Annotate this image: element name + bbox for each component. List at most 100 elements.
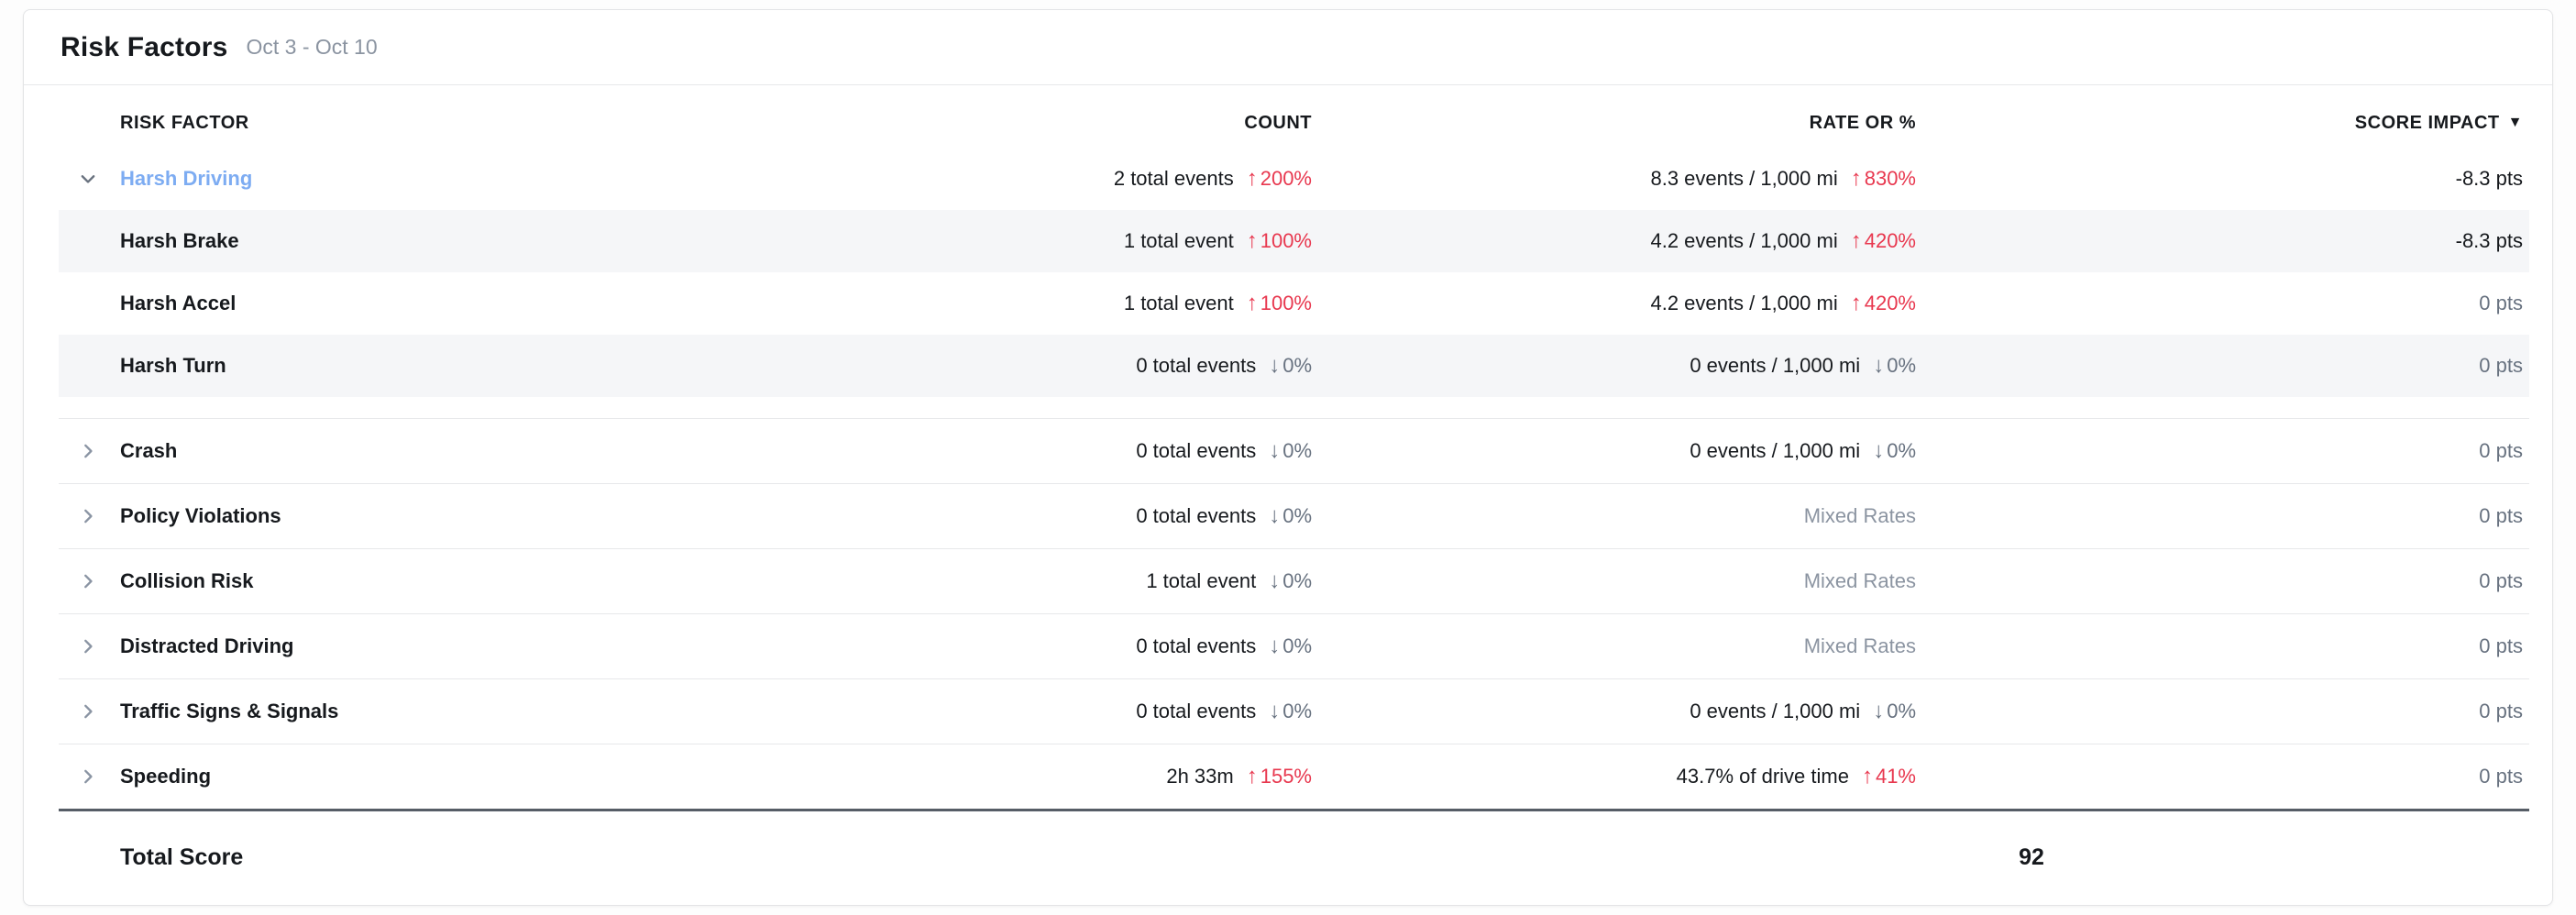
chevron-right-icon[interactable] [78,701,98,722]
table-row-collision-risk[interactable]: Collision Risk 1 total event ↓ 0% Mixed Rate… [59,548,2529,613]
chevron-right-icon[interactable] [78,766,98,787]
count-value: 0 total events [1136,504,1257,527]
trend-down: ↓ 0% [1269,634,1312,658]
total-score-label: Total Score [120,844,244,870]
column-header-count[interactable]: COUNT [1244,112,1312,133]
chevron-cell[interactable] [59,636,120,656]
date-range: Oct 3 - Oct 10 [246,35,378,59]
count-cell: 2 total events ↑ 200% [927,167,1312,191]
table-row-traffic-signs-signals[interactable]: Traffic Signs & Signals 0 total events ↓ 0%… [59,678,2529,744]
chevron-down-icon[interactable] [78,169,98,189]
column-header-rate[interactable]: RATE OR % [1809,112,1916,133]
table-row-distracted-driving[interactable]: Distracted Driving 0 total events ↓ 0% Mixed… [59,613,2529,678]
column-header-score-impact[interactable]: SCORE IMPACT ▼ [1916,113,2523,134]
rate-cell: 0 events / 1,000 mi ↓ 0% [1312,439,1916,463]
trend-value: 200% [1260,167,1312,190]
column-header-risk-factor[interactable]: RISK FACTOR [120,112,249,133]
trend-up-icon: ↑ [1246,291,1258,315]
risk-factor-label: Harsh Turn [120,354,226,377]
chevron-right-icon[interactable] [78,636,98,656]
trend-value: 155% [1260,765,1312,788]
risk-factor-label: Distracted Driving [120,634,294,657]
trend-down-icon: ↓ [1269,503,1281,528]
sort-desc-icon: ▼ [2507,115,2523,130]
count-cell: 2h 33m ↑ 155% [927,765,1312,788]
trend-down: ↓ 0% [1873,700,1916,723]
count-value: 0 total events [1136,439,1257,462]
risk-factor-label: Speeding [120,765,212,788]
score-value: 0 pts [2479,439,2523,462]
score-cell: -8.3 pts [1916,229,2523,253]
trend-value: 830% [1864,167,1916,190]
rate-value: Mixed Rates [1803,504,1916,527]
trend-up: ↑ 830% [1851,167,1916,191]
score-value: 0 pts [2479,569,2523,592]
trend-value: 100% [1260,229,1312,252]
rate-cell: 4.2 events / 1,000 mi ↑ 420% [1312,292,1916,315]
count-cell: 1 total event ↑ 100% [927,292,1312,315]
trend-value: 0% [1887,354,1916,377]
rate-cell: 0 events / 1,000 mi ↓ 0% [1312,700,1916,723]
score-cell: 0 pts [1916,292,2523,315]
trend-up: ↑ 200% [1247,167,1312,191]
trend-up: ↑ 155% [1247,765,1312,788]
trend-down: ↓ 0% [1269,569,1312,593]
trend-value: 420% [1864,292,1916,314]
table-header-row: RISK FACTOR COUNT RATE OR % SCORE IMPACT… [59,85,2529,148]
column-header-score-impact-label: SCORE IMPACT [2354,112,2500,133]
trend-down-icon: ↓ [1269,699,1281,723]
chevron-cell[interactable] [59,766,120,787]
chevron-cell[interactable] [59,506,120,526]
score-cell: 0 pts [1916,569,2523,593]
trend-up-icon: ↑ [1850,166,1862,191]
table-row-harsh-turn[interactable]: Harsh Turn 0 total events ↓ 0% 0 events / 1,… [59,335,2529,397]
score-value: -8.3 pts [2455,229,2523,252]
chevron-cell[interactable] [59,169,120,189]
count-value: 0 total events [1136,700,1257,722]
risk-factor-label: Harsh Accel [120,292,237,314]
score-cell: 0 pts [1916,504,2523,528]
trend-up-icon: ↑ [1850,228,1862,253]
trend-value: 0% [1282,569,1312,592]
chevron-cell[interactable] [59,571,120,591]
trend-value: 0% [1282,504,1312,527]
trend-value: 0% [1282,439,1312,462]
count-cell: 0 total events ↓ 0% [927,354,1312,378]
trend-down: ↓ 0% [1269,354,1312,378]
table-row-policy-violations[interactable]: Policy Violations 0 total events ↓ 0% Mixed … [59,483,2529,548]
table-row-crash[interactable]: Crash 0 total events ↓ 0% 0 events / 1,000 m… [59,418,2529,483]
score-value: 0 pts [2479,354,2523,377]
rate-value: 0 events / 1,000 mi [1690,439,1861,462]
chevron-cell[interactable] [59,441,120,461]
rate-cell: 43.7% of drive time ↑ 41% [1312,765,1916,788]
trend-down: ↓ 0% [1269,439,1312,463]
total-score-row: Total Score 92 [59,809,2529,904]
score-value: 0 pts [2479,700,2523,722]
risk-factor-label: Crash [120,439,178,462]
total-score-value: 92 [2019,844,2044,870]
count-cell: 1 total event ↑ 100% [927,229,1312,253]
chevron-cell[interactable] [59,701,120,722]
rate-cell: Mixed Rates [1312,569,1916,593]
trend-down-icon: ↓ [1873,699,1885,723]
table-row-speeding[interactable]: Speeding 2h 33m ↑ 155% 43.7% of drive time ↑ 4… [59,744,2529,809]
score-value: 0 pts [2479,765,2523,788]
trend-down-icon: ↓ [1269,634,1281,658]
trend-down: ↓ 0% [1269,700,1312,723]
table-body: Harsh Driving 2 total events ↑ 200% 8.3 even… [59,148,2529,809]
score-value: 0 pts [2479,292,2523,314]
trend-up-icon: ↑ [1246,166,1258,191]
trend-up: ↑ 100% [1247,229,1312,253]
score-cell: -8.3 pts [1916,167,2523,191]
table-row-harsh-accel[interactable]: Harsh Accel 1 total event ↑ 100% 4.2 events … [59,272,2529,335]
chevron-right-icon[interactable] [78,506,98,526]
chevron-right-icon[interactable] [78,571,98,591]
rate-value: 8.3 events / 1,000 mi [1650,167,1838,190]
trend-up-icon: ↑ [1246,764,1258,788]
rate-value: 4.2 events / 1,000 mi [1650,292,1838,314]
table-row-harsh-driving[interactable]: Harsh Driving 2 total events ↑ 200% 8.3 even… [59,148,2529,210]
trend-value: 0% [1887,439,1916,462]
chevron-right-icon[interactable] [78,441,98,461]
trend-value: 100% [1260,292,1312,314]
table-row-harsh-brake[interactable]: Harsh Brake 1 total event ↑ 100% 4.2 events … [59,210,2529,272]
